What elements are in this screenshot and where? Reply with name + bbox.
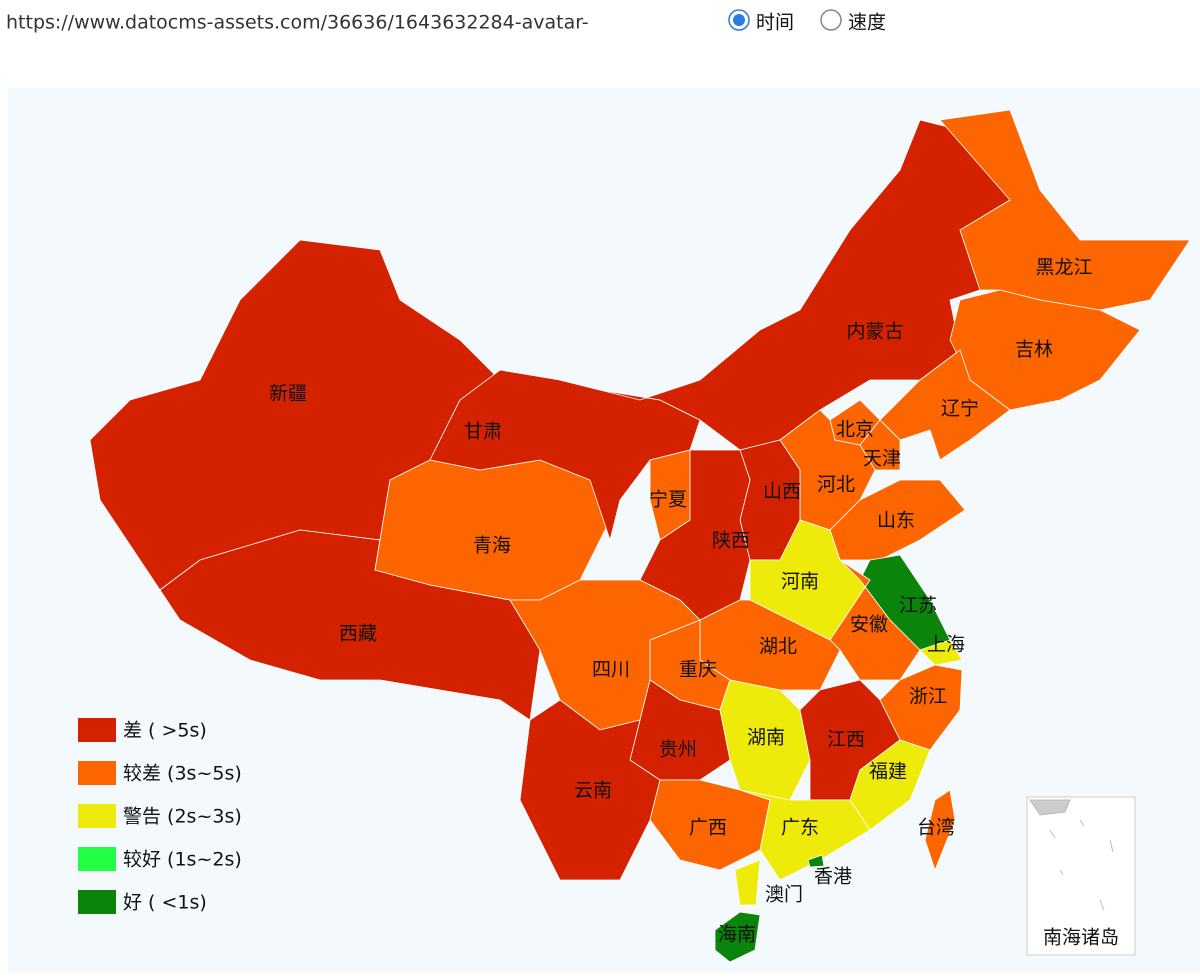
legend-swatch <box>78 761 116 785</box>
province-label: 云南 <box>574 780 612 802</box>
province-label: 辽宁 <box>941 398 979 420</box>
province[interactable] <box>939 109 1191 311</box>
province[interactable] <box>734 859 761 906</box>
province-label: 山西 <box>763 481 801 503</box>
province-label: 西藏 <box>339 623 377 645</box>
radio-button[interactable] <box>820 9 842 31</box>
province[interactable] <box>159 529 541 721</box>
province-label: 河北 <box>817 474 855 496</box>
legend-swatch <box>78 804 116 828</box>
legend-swatch <box>78 718 116 742</box>
province-label: 黑龙江 <box>1035 257 1092 279</box>
province[interactable] <box>919 639 963 666</box>
radio-dot <box>733 14 745 26</box>
province[interactable] <box>714 911 761 963</box>
legend-label: 差 ( >5s) <box>123 720 207 742</box>
legend-label: 好 ( <1s) <box>123 892 207 914</box>
province-label: 新疆 <box>269 383 307 405</box>
province[interactable] <box>829 479 966 561</box>
province-label: 安徽 <box>850 614 888 636</box>
province-label: 广西 <box>689 817 727 839</box>
legend-label: 较好 (1s~2s) <box>123 849 242 871</box>
province[interactable] <box>374 459 611 601</box>
province-label: 浙江 <box>909 686 947 708</box>
radio-option[interactable]: 速度 <box>820 9 886 34</box>
province-label: 贵州 <box>659 739 697 761</box>
legend-swatch <box>78 847 116 871</box>
legend-label: 警告 (2s~3s) <box>123 806 242 828</box>
province-label: 四川 <box>592 659 630 681</box>
province-label: 香港 <box>814 866 852 888</box>
province-label: 上海 <box>927 634 965 656</box>
province-label: 山东 <box>877 510 915 532</box>
province-label: 吉林 <box>1015 339 1053 361</box>
province-label: 海南 <box>718 924 756 946</box>
province-label: 广东 <box>781 817 819 839</box>
province-label: 陕西 <box>712 530 750 552</box>
province-label: 湖南 <box>747 727 785 749</box>
inset-islands <box>1029 799 1114 911</box>
province-label: 天津 <box>863 448 901 470</box>
province-label: 内蒙古 <box>846 321 903 343</box>
province-label: 青海 <box>473 535 511 557</box>
radio-option[interactable]: 时间 <box>728 9 794 34</box>
province[interactable] <box>739 789 871 881</box>
inset-box <box>1026 796 1136 956</box>
province-label: 宁夏 <box>649 489 687 511</box>
province-label: 甘肃 <box>464 421 502 443</box>
legend-label: 较差 (3s~5s) <box>123 763 242 785</box>
province[interactable] <box>807 854 825 868</box>
radio-label: 时间 <box>756 12 794 34</box>
province-label: 台湾 <box>917 817 955 839</box>
province[interactable] <box>924 789 956 872</box>
province-label: 北京 <box>836 419 874 441</box>
legend-swatch <box>78 890 116 914</box>
province-label: 河南 <box>781 571 819 593</box>
province-label: 重庆 <box>679 659 717 681</box>
inset-label: 南海诸岛 <box>1043 927 1119 949</box>
province-label: 福建 <box>869 761 907 783</box>
province-label: 湖北 <box>759 636 797 658</box>
province-label: 江西 <box>827 729 865 751</box>
radio-label: 速度 <box>848 12 886 34</box>
url: https://www.datocms-assets.com/36636/164… <box>6 12 589 34</box>
province-label: 澳门 <box>765 884 803 906</box>
province-label: 江苏 <box>899 595 937 617</box>
